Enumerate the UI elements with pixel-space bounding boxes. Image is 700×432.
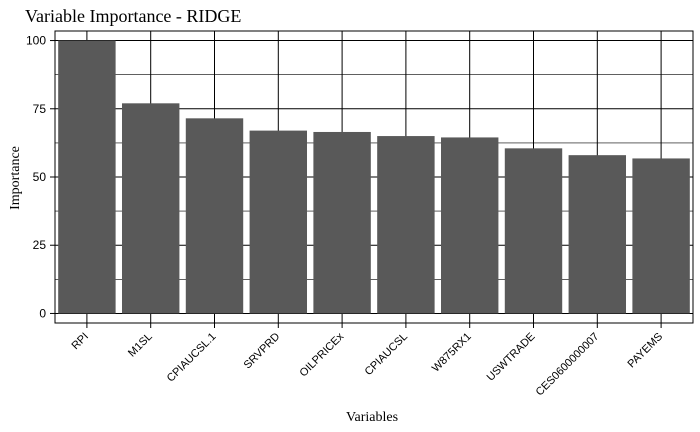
x-tick-label: M1SL	[126, 331, 155, 360]
x-tick-label: USWTRADE	[485, 331, 538, 384]
x-tick-label: OILPRICEx	[298, 330, 347, 379]
bar-cpiaucsl	[377, 136, 435, 314]
x-tick-label: W875RX1	[430, 331, 474, 375]
bar-rpi	[58, 40, 116, 314]
y-tick-label: 100	[26, 34, 46, 48]
plot-area: 0 25 50 75 100 RPI M1SL CPIAUCSL.1 SRVPRD OILPRIC…	[26, 30, 694, 399]
bar-oilpricex	[313, 131, 371, 314]
y-axis-label: Importance	[8, 146, 23, 210]
x-tick-label: SRVPRD	[242, 331, 283, 372]
chart-title: Variable Importance - RIDGE	[25, 6, 241, 26]
y-tick-label: 50	[33, 170, 47, 184]
x-tick-label: PAYEMS	[625, 331, 665, 371]
bar-ces0600000007	[568, 155, 627, 314]
bar-srvprd	[249, 130, 308, 314]
x-tick-label: CPIAUCSL.1	[165, 331, 219, 385]
bar-m1sl	[121, 103, 180, 314]
bar-cpiaucsl.1	[185, 118, 244, 314]
x-axis-label: Variables	[346, 410, 398, 425]
bar-payems	[632, 158, 690, 314]
x-tick-label: RPI	[70, 331, 91, 352]
bar-uswtrade	[504, 148, 563, 314]
x-tick-label: CES0600000007	[534, 331, 602, 399]
y-tick-label: 75	[33, 102, 47, 116]
x-tick-label: CPIAUCSL	[363, 331, 410, 378]
y-tick-label: 0	[39, 306, 46, 320]
y-tick-label: 25	[33, 238, 47, 252]
bar-w875rx1	[440, 137, 499, 314]
